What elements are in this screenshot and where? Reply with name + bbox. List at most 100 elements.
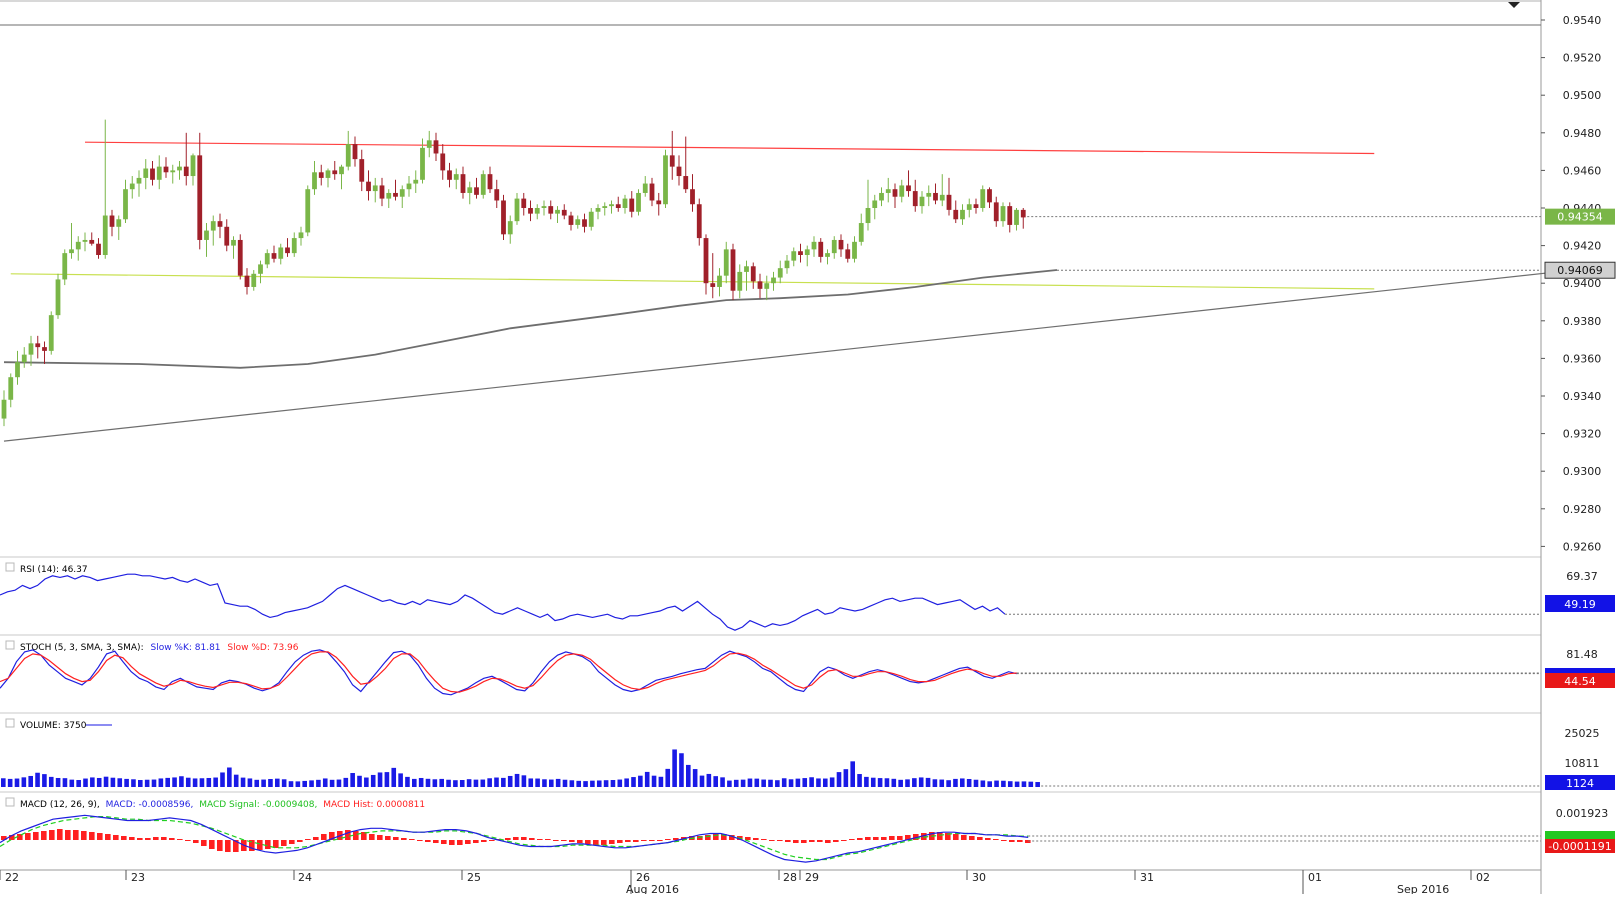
macd-hist-bar <box>761 839 767 840</box>
svg-text:STOCH (5, 3, SMA, 3, SMA):: STOCH (5, 3, SMA, 3, SMA): Slow %K: 81.8… <box>20 643 299 653</box>
volume-bar <box>316 779 321 787</box>
volume-bar <box>42 774 47 787</box>
volume-bar <box>329 779 335 787</box>
macd-hist-bar <box>993 839 999 840</box>
candle-body <box>494 189 500 201</box>
macd-hist-bar <box>137 838 143 840</box>
panel-toggle-icon[interactable] <box>5 640 15 650</box>
candle-body <box>818 241 824 257</box>
macd-hist-bar <box>529 838 535 840</box>
candle-body <box>258 264 263 274</box>
candle-body <box>710 283 716 287</box>
macd-hist-bar <box>769 840 775 841</box>
volume-bar <box>288 781 294 787</box>
candle-body <box>602 206 608 208</box>
candle-body <box>55 279 61 316</box>
macd-hist-bar <box>265 840 271 849</box>
candle-body <box>690 189 695 205</box>
day-label: 25 <box>467 871 481 884</box>
volume-bar <box>960 778 965 787</box>
volume-bar <box>966 778 972 787</box>
price-tick-label: 0.9300 <box>1563 465 1602 478</box>
price-tick-label: 0.9520 <box>1563 52 1602 65</box>
candle-body <box>170 170 176 173</box>
macd-series <box>0 814 1541 863</box>
candle-body <box>318 172 324 178</box>
macd-signal-label: MACD Signal: -0.0009408, <box>199 800 317 810</box>
panel-toggle-icon[interactable] <box>5 562 15 572</box>
drawn-lines[interactable] <box>0 24 1557 442</box>
candle-body <box>345 144 351 167</box>
sma-line[interactable] <box>3 269 1058 369</box>
volume-bar <box>302 780 307 787</box>
macd-hist-bar <box>593 840 599 845</box>
volume-bar <box>535 778 540 787</box>
candle-body <box>379 185 385 199</box>
candle-body <box>939 194 945 201</box>
volume-bar <box>555 778 561 787</box>
macd-hist-bar <box>169 838 175 840</box>
macd-label: MACD (12, 26, 9), <box>20 800 100 810</box>
macd-panel: MACD (12, 26, 9), MACD: -0.0008596, MACD… <box>0 797 1615 863</box>
volume-bar <box>96 777 102 787</box>
macd-hist-bar <box>641 840 647 841</box>
candle-body <box>177 166 182 171</box>
candle-body <box>831 239 837 254</box>
candle-body <box>237 239 243 276</box>
macd-hist-bar <box>705 835 711 840</box>
stoch-k-value-badge <box>1545 668 1615 673</box>
candle-body <box>251 273 257 287</box>
volume-bar <box>747 778 753 787</box>
panel-toggle-icon[interactable] <box>5 718 15 728</box>
macd-hist-bar <box>753 838 759 840</box>
support-line[interactable] <box>10 273 1375 290</box>
macd-hist-bar <box>545 839 551 840</box>
candle-body <box>413 179 419 184</box>
macd-hist-bar <box>785 840 791 842</box>
volume-bar <box>473 779 479 787</box>
candle-body <box>750 266 756 282</box>
candle-body <box>723 249 729 276</box>
volume-bar <box>254 779 260 787</box>
macd-hist-bar <box>945 833 951 840</box>
candle-body <box>676 166 682 177</box>
day-label: 02 <box>1476 871 1490 884</box>
candle-body <box>359 159 365 182</box>
macd-hist-bar <box>577 840 583 843</box>
volume-bar <box>480 779 486 787</box>
volume-bar <box>624 778 629 787</box>
macd-tick-label: 0.001923 <box>1556 807 1609 820</box>
candle-body <box>96 243 101 255</box>
macd-hist-bar <box>97 833 103 840</box>
macd-hist-bar <box>361 832 367 840</box>
candle-body <box>561 209 567 216</box>
volume-bar <box>898 779 903 787</box>
candle-body <box>534 208 540 214</box>
candle-body <box>912 191 918 207</box>
resistance-line[interactable] <box>84 141 1375 155</box>
macd-hist-bar <box>617 840 623 843</box>
panel-toggle-icon[interactable] <box>5 797 15 807</box>
volume-bar <box>138 780 143 787</box>
macd-hist-bar <box>833 840 839 842</box>
price-tick-label: 0.9320 <box>1563 428 1602 441</box>
volume-bar <box>864 776 869 787</box>
volume-bar <box>103 776 109 787</box>
volume-bar <box>781 778 787 787</box>
chevron-down-icon[interactable] <box>1508 2 1520 8</box>
candle-body <box>501 200 506 235</box>
volume-bar <box>179 776 184 787</box>
volume-bar <box>336 779 342 787</box>
volume-bar <box>740 779 746 787</box>
trend-line[interactable] <box>3 271 1557 442</box>
macd-hist-bar <box>937 832 943 840</box>
macd-hist-bar <box>33 832 39 840</box>
candle-body <box>116 219 122 227</box>
volume-bar <box>994 780 999 787</box>
macd-hist-bar <box>713 834 719 840</box>
candle-body <box>784 260 790 269</box>
stoch-d-line <box>0 651 1017 693</box>
volume-bar <box>795 778 801 787</box>
candle-body <box>757 281 763 289</box>
